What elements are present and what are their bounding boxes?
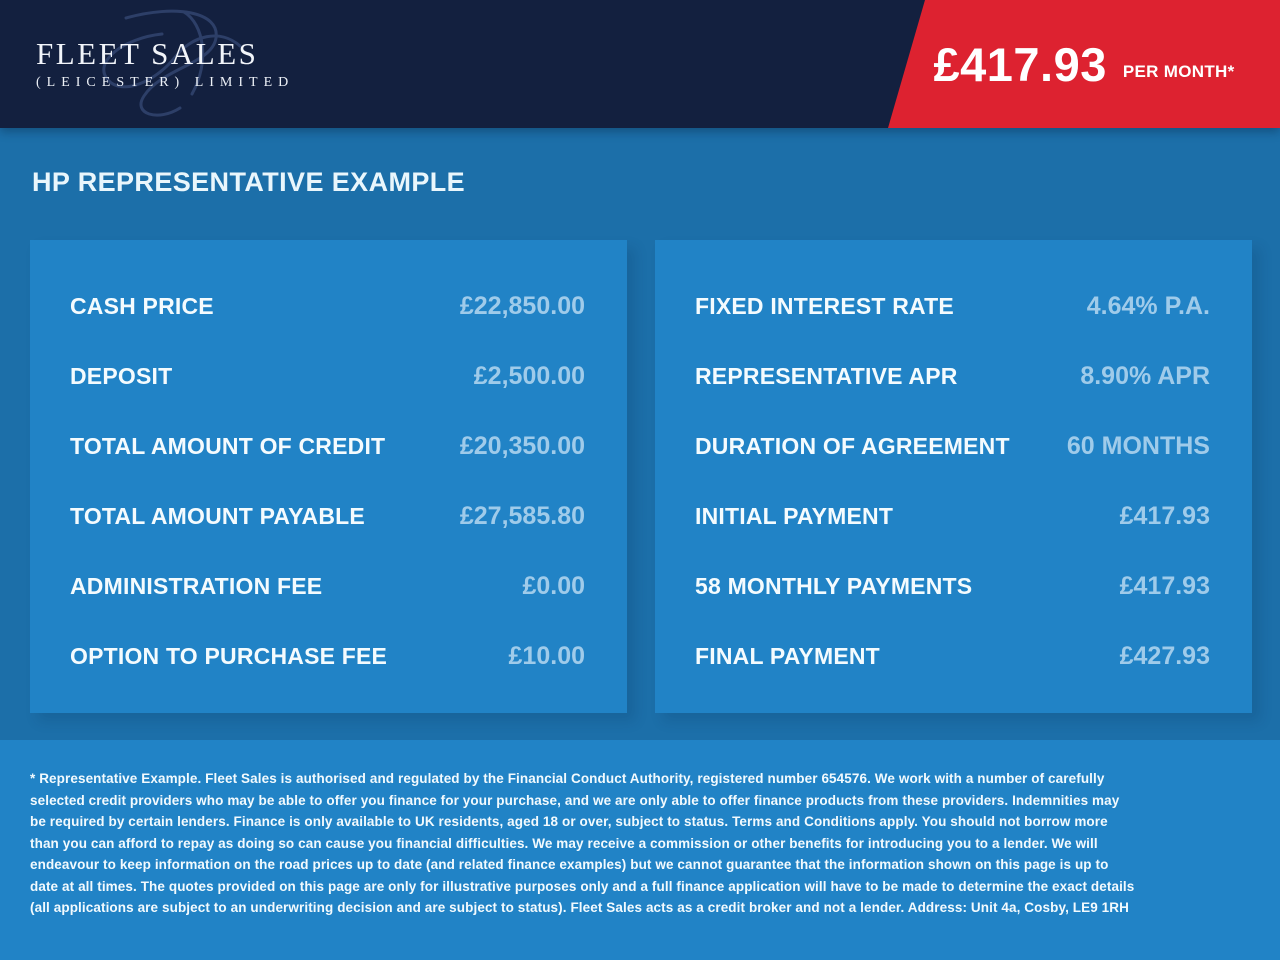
row-label: FINAL PAYMENT [695,642,880,669]
row-label: OPTION TO PURCHASE FEE [70,642,388,669]
row-label: CASH PRICE [70,292,214,319]
row-value: £22,850.00 [459,291,585,320]
price-amount: £417.93 [933,37,1107,91]
finance-panel-left-rows: CASH PRICE £22,850.00 DEPOSIT £2,500.00 … [30,240,627,691]
table-row: TOTAL AMOUNT OF CREDIT £20,350.00 [70,411,585,481]
row-label: DEPOSIT [70,362,173,389]
price-period: PER MONTH* [1122,62,1235,81]
row-value: £27,585.80 [459,501,585,530]
table-row: FINAL PAYMENT £427.93 [695,621,1210,691]
row-value: £2,500.00 [473,361,585,390]
table-row: DURATION OF AGREEMENT 60 MONTHS [695,411,1210,481]
disclaimer-band: * Representative Example. Fleet Sales is… [0,740,1280,960]
row-value: £417.93 [1119,571,1210,600]
table-row: FIXED INTEREST RATE 4.64% P.A. [695,271,1210,341]
company-logo: FLEET SALES (LEICESTER) LIMITED [36,9,295,117]
row-label: INITIAL PAYMENT [695,502,894,529]
row-label: TOTAL AMOUNT OF CREDIT [70,432,386,459]
table-row: ADMINISTRATION FEE £0.00 [70,551,585,621]
row-label: TOTAL AMOUNT PAYABLE [70,502,365,529]
table-row: REPRESENTATIVE APR 8.90% APR [695,341,1210,411]
row-value: £0.00 [522,571,585,600]
row-label: DURATION OF AGREEMENT [695,432,1010,459]
row-value: £10.00 [508,641,585,670]
table-row: CASH PRICE £22,850.00 [70,271,585,341]
page-title: HP REPRESENTATIVE EXAMPLE [32,167,466,197]
table-row: OPTION TO PURCHASE FEE £10.00 [70,621,585,691]
table-row: DEPOSIT £2,500.00 [70,341,585,411]
row-value: £427.93 [1119,641,1210,670]
table-row: INITIAL PAYMENT £417.93 [695,481,1210,551]
finance-panel-left: CASH PRICE £22,850.00 DEPOSIT £2,500.00 … [30,240,627,713]
logo-subtitle: (LEICESTER) LIMITED [36,75,295,90]
header-bar: FLEET SALES (LEICESTER) LIMITED £417.93 … [0,0,1280,128]
finance-panel-right: FIXED INTEREST RATE 4.64% P.A. REPRESENT… [655,240,1252,713]
row-label: 58 MONTHLY PAYMENTS [695,572,973,599]
disclaimer-text: * Representative Example. Fleet Sales is… [30,771,1135,915]
logo-title: FLEET SALES [36,36,259,71]
row-value: 4.64% P.A. [1086,291,1210,320]
finance-panel-right-rows: FIXED INTEREST RATE 4.64% P.A. REPRESENT… [655,240,1252,691]
table-row: TOTAL AMOUNT PAYABLE £27,585.80 [70,481,585,551]
row-value: 60 MONTHS [1066,431,1210,460]
row-value: £20,350.00 [459,431,585,460]
row-label: ADMINISTRATION FEE [70,572,323,599]
table-row: 58 MONTHLY PAYMENTS £417.93 [695,551,1210,621]
row-value: £417.93 [1119,501,1210,530]
row-label: REPRESENTATIVE APR [695,362,958,389]
price-badge: £417.93 PER MONTH* [888,0,1280,128]
row-label: FIXED INTEREST RATE [695,292,954,319]
row-value: 8.90% APR [1080,361,1210,390]
